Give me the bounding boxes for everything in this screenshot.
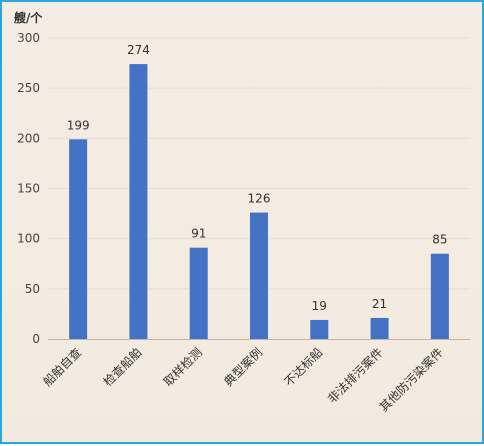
y-tick-label: 200	[17, 131, 40, 145]
x-tick-label: 不达标船	[282, 345, 326, 389]
data-labels-group: 199 274 91 126 19 21 85	[67, 43, 448, 313]
bar	[250, 212, 268, 339]
data-label: 274	[127, 43, 150, 57]
x-tick-label: 取样检测	[160, 345, 205, 390]
data-label: 199	[67, 118, 90, 132]
bar	[189, 247, 208, 339]
bar	[370, 317, 389, 339]
bars-group	[69, 64, 449, 339]
y-axis-ticks: 0 50 100 150 200 250 300	[17, 31, 40, 346]
gridlines	[48, 37, 470, 290]
data-label: 91	[191, 227, 206, 241]
x-tick-label: 其他防污染案件	[376, 345, 446, 415]
bar	[69, 139, 88, 339]
x-tick-label: 船舶自查	[40, 345, 85, 390]
bar	[310, 319, 329, 339]
bar	[129, 64, 148, 339]
y-tick-label: 300	[17, 31, 40, 45]
data-label: 85	[432, 233, 447, 247]
bar	[430, 253, 449, 339]
y-tick-label: 0	[32, 332, 40, 346]
data-label: 19	[312, 299, 327, 313]
x-tick-label: 非法排污案件	[324, 345, 386, 407]
y-axis-unit-label: 艘/个	[14, 10, 43, 25]
y-tick-label: 150	[17, 182, 40, 196]
y-tick-label: 50	[25, 282, 40, 296]
x-tick-label: 检查船舶	[100, 345, 145, 390]
data-label: 21	[372, 297, 387, 311]
y-tick-label: 100	[17, 232, 40, 246]
data-label: 126	[248, 192, 271, 206]
x-tick-label: 典型案例	[221, 345, 266, 390]
y-tick-label: 250	[17, 81, 40, 95]
